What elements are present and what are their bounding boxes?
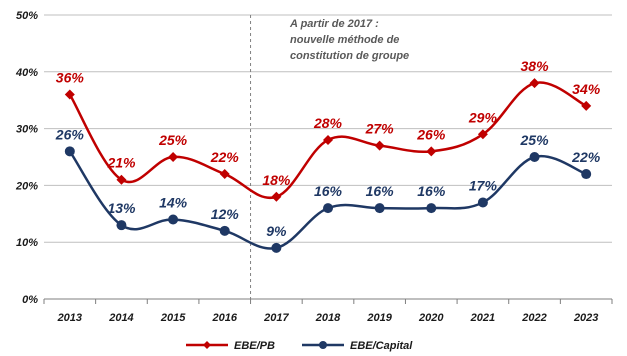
data-point (529, 78, 540, 89)
data-label: 21% (106, 155, 136, 171)
data-point (477, 197, 488, 208)
y-axis: 0% 10% 20% 30% 40% 50% (15, 10, 38, 306)
data-point (323, 203, 333, 214)
data-label: 13% (107, 200, 136, 216)
legend: EBE/PB EBE/Capital (186, 340, 413, 352)
legend-label: EBE/PB (234, 340, 275, 352)
data-point (426, 146, 437, 157)
series-line (68, 81, 587, 200)
data-label: 25% (158, 132, 188, 148)
data-point (116, 220, 127, 231)
data-point (168, 152, 179, 162)
data-label: 25% (520, 132, 550, 148)
y-tick-label: 40% (15, 67, 38, 79)
data-point (374, 140, 385, 151)
data-point (64, 146, 75, 157)
x-tick-label: 2016 (211, 312, 237, 324)
data-point (374, 203, 385, 214)
data-label: 29% (468, 109, 498, 125)
x-tick-label: 2019 (366, 312, 392, 324)
y-tick-label: 50% (16, 10, 38, 22)
x-tick-label: 2023 (573, 312, 598, 324)
data-point (323, 134, 333, 145)
data-label: 18% (262, 172, 291, 188)
data-label: 17% (469, 177, 498, 193)
data-point (64, 89, 75, 100)
data-point (168, 214, 179, 225)
x-tick-label: 2021 (470, 312, 495, 324)
series-ebe-pb: 36% 21% 25% 22% 18% 28% 27% 26% 29% 38% 34% (56, 58, 601, 202)
data-label: 22% (571, 149, 601, 165)
data-label: 14% (159, 194, 188, 210)
annotation-line-2: nouvelle méthode de (290, 34, 399, 46)
data-point (116, 174, 127, 185)
y-tick-label: 30% (16, 124, 38, 136)
x-tick-label: 2020 (418, 312, 444, 324)
data-point (581, 169, 592, 180)
x-tick-label: 2022 (521, 312, 546, 324)
x-tick-label: 2017 (263, 312, 289, 324)
data-label: 16% (366, 183, 395, 199)
x-tick-label: 2014 (108, 312, 133, 324)
legend-marker (203, 341, 211, 349)
legend-label: EBE/Capital (350, 340, 413, 352)
x-tick-label: 2015 (160, 312, 186, 324)
data-label: 28% (313, 115, 343, 131)
x-axis: 2013 2014 2015 2016 2017 2018 2019 2020 2021 2022… (43, 298, 613, 324)
data-label: 16% (314, 183, 343, 199)
x-tick-label: 2013 (57, 312, 82, 324)
data-label: 22% (210, 149, 240, 165)
data-label: 26% (416, 126, 446, 142)
data-label: 36% (56, 70, 85, 86)
y-tick-label: 0% (22, 294, 38, 306)
data-label: 27% (365, 121, 395, 137)
data-point (271, 242, 282, 253)
series-ebe-capital: 26% 13% 14% 12% 9% 16% 16% 16% 17% 25% 22% (55, 126, 601, 253)
data-point (219, 225, 230, 236)
y-tick-label: 20% (15, 180, 38, 192)
data-point (426, 203, 437, 214)
data-label: 38% (521, 58, 550, 74)
data-label: 12% (211, 206, 240, 222)
series-layer: 36% 21% 25% 22% 18% 28% 27% 26% 29% 38% 34% 26% 13% 1… (55, 58, 601, 253)
x-tick-label: 2018 (315, 312, 341, 324)
data-point (529, 152, 540, 162)
annotation-line-1: A partir de 2017 : (289, 18, 379, 30)
data-label: 26% (55, 126, 85, 142)
annotation-line-3: constitution de groupe (290, 50, 409, 62)
data-point (477, 129, 488, 140)
y-tick-label: 10% (16, 237, 38, 249)
data-label: 34% (572, 81, 601, 97)
data-label: 9% (266, 223, 287, 239)
data-label: 16% (417, 183, 446, 199)
legend-marker (319, 341, 327, 349)
data-point (219, 169, 230, 180)
data-point (581, 100, 592, 111)
data-point (271, 191, 282, 202)
series-line (68, 150, 587, 250)
